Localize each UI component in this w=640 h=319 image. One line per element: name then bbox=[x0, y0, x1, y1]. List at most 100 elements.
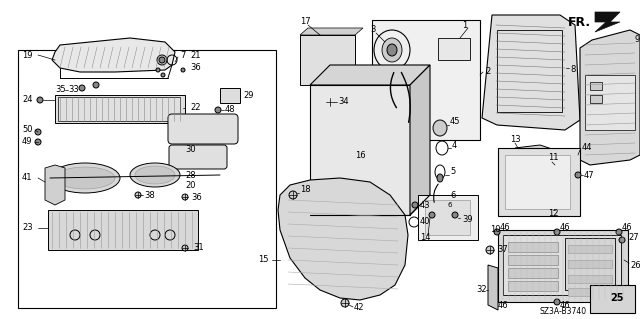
Text: 3: 3 bbox=[370, 26, 376, 34]
FancyBboxPatch shape bbox=[169, 145, 227, 169]
Text: 46: 46 bbox=[498, 301, 509, 310]
Text: 31: 31 bbox=[193, 243, 204, 253]
Text: 6: 6 bbox=[450, 190, 456, 199]
Ellipse shape bbox=[182, 194, 188, 200]
Text: 25: 25 bbox=[610, 293, 623, 303]
Ellipse shape bbox=[619, 237, 625, 243]
Ellipse shape bbox=[181, 68, 185, 72]
Bar bbox=[508, 242, 558, 252]
Text: 4: 4 bbox=[452, 140, 457, 150]
Bar bbox=[438, 38, 470, 60]
Text: 43: 43 bbox=[420, 201, 431, 210]
Text: 42: 42 bbox=[354, 302, 365, 311]
Ellipse shape bbox=[93, 82, 99, 88]
Text: 17: 17 bbox=[300, 18, 310, 26]
Ellipse shape bbox=[326, 98, 334, 106]
Ellipse shape bbox=[130, 163, 180, 187]
Text: 48: 48 bbox=[225, 106, 236, 115]
Bar bbox=[585, 75, 635, 130]
Polygon shape bbox=[410, 65, 430, 215]
Bar bbox=[300, 35, 355, 85]
Bar bbox=[418, 195, 478, 240]
Ellipse shape bbox=[215, 107, 221, 113]
Text: 44: 44 bbox=[582, 144, 593, 152]
Ellipse shape bbox=[161, 73, 165, 77]
Text: 34: 34 bbox=[338, 98, 349, 107]
Text: 50: 50 bbox=[22, 125, 33, 135]
Ellipse shape bbox=[37, 97, 43, 103]
Ellipse shape bbox=[157, 55, 167, 65]
Bar bbox=[568, 275, 612, 283]
Ellipse shape bbox=[182, 245, 188, 251]
Text: 8: 8 bbox=[570, 65, 575, 75]
Bar bbox=[55, 95, 185, 123]
Text: 40: 40 bbox=[420, 218, 431, 226]
Bar bbox=[568, 260, 612, 268]
Text: 36: 36 bbox=[190, 63, 201, 71]
Polygon shape bbox=[545, 160, 580, 195]
Ellipse shape bbox=[433, 120, 447, 136]
Text: 41: 41 bbox=[22, 174, 33, 182]
Text: 46: 46 bbox=[622, 224, 632, 233]
Text: 27: 27 bbox=[628, 234, 639, 242]
Text: 46: 46 bbox=[560, 224, 571, 233]
Ellipse shape bbox=[79, 85, 85, 91]
Bar bbox=[48, 210, 198, 250]
Text: 22: 22 bbox=[190, 103, 200, 113]
Bar bbox=[548, 192, 578, 210]
Text: 49: 49 bbox=[22, 137, 33, 146]
Text: 23: 23 bbox=[22, 224, 33, 233]
Ellipse shape bbox=[382, 38, 402, 62]
Bar bbox=[498, 230, 628, 302]
Text: 5: 5 bbox=[450, 167, 455, 176]
Text: 26: 26 bbox=[630, 261, 640, 270]
Text: 10: 10 bbox=[490, 226, 500, 234]
Bar bbox=[310, 85, 410, 215]
Text: 46: 46 bbox=[500, 224, 511, 233]
Text: 1: 1 bbox=[462, 20, 467, 29]
Bar bbox=[508, 255, 558, 265]
Ellipse shape bbox=[412, 202, 418, 208]
Bar bbox=[58, 97, 180, 121]
Ellipse shape bbox=[429, 212, 435, 218]
Text: 12: 12 bbox=[548, 209, 559, 218]
Text: 21: 21 bbox=[190, 50, 200, 60]
Text: 14: 14 bbox=[420, 234, 431, 242]
Text: 46: 46 bbox=[560, 301, 571, 310]
Ellipse shape bbox=[437, 174, 443, 182]
Bar bbox=[497, 30, 562, 112]
Bar bbox=[590, 95, 602, 103]
Polygon shape bbox=[595, 12, 620, 32]
Ellipse shape bbox=[35, 139, 41, 145]
Ellipse shape bbox=[387, 44, 397, 56]
Text: 45: 45 bbox=[450, 117, 461, 127]
FancyBboxPatch shape bbox=[168, 114, 238, 144]
Ellipse shape bbox=[452, 212, 458, 218]
Polygon shape bbox=[300, 28, 363, 35]
Text: 32: 32 bbox=[476, 286, 486, 294]
Ellipse shape bbox=[394, 98, 406, 112]
Ellipse shape bbox=[575, 172, 581, 178]
Ellipse shape bbox=[50, 163, 120, 193]
Polygon shape bbox=[515, 145, 555, 168]
Bar bbox=[568, 245, 612, 253]
Text: 11: 11 bbox=[548, 153, 559, 162]
Bar bbox=[425, 200, 470, 235]
Text: SZ3A-B3740: SZ3A-B3740 bbox=[540, 308, 587, 316]
Ellipse shape bbox=[616, 229, 622, 235]
Polygon shape bbox=[278, 178, 408, 300]
Bar bbox=[503, 235, 621, 295]
Text: 15: 15 bbox=[258, 256, 269, 264]
Bar bbox=[18, 50, 276, 308]
Bar bbox=[568, 288, 612, 296]
Ellipse shape bbox=[35, 129, 41, 135]
Polygon shape bbox=[580, 30, 640, 165]
Text: 7: 7 bbox=[180, 50, 186, 60]
Text: 19: 19 bbox=[22, 50, 33, 60]
Ellipse shape bbox=[341, 299, 349, 307]
Text: 28: 28 bbox=[185, 170, 196, 180]
Ellipse shape bbox=[554, 229, 560, 235]
Text: 38: 38 bbox=[144, 190, 155, 199]
Bar bbox=[505, 155, 570, 209]
Polygon shape bbox=[45, 165, 65, 205]
